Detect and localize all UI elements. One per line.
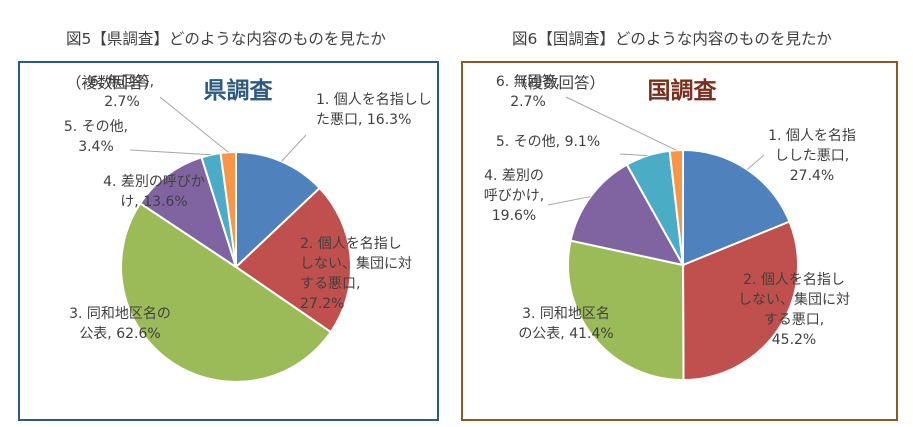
pie-slice-1: [235, 150, 322, 270]
national-survey-panel: [461, 61, 898, 421]
pie-slice-3: [120, 201, 333, 383]
data-label-4: 4. 差別の呼びかけ, 13.6%: [103, 174, 205, 210]
leader-line-1: [281, 134, 307, 162]
pie-slice-4: [138, 156, 238, 270]
pie-slice-3: [567, 239, 685, 382]
chart-title-1: 県調査: [204, 77, 273, 104]
data-label-6: 6. 無回答, 2.7%: [496, 73, 560, 110]
leader-line-4: [547, 196, 591, 206]
figure-5-title-line1: 図5【県調査】どのような内容のものを見たか: [66, 30, 386, 48]
prefecture-survey-panel: [18, 61, 439, 421]
data-label-1: 1. 個人を名指しした悪口, 27.4%: [768, 128, 856, 184]
pie-slice-6: [668, 148, 684, 266]
leader-line-6: [565, 96, 677, 151]
data-label-5: 5. その他, 9.1%: [496, 134, 600, 150]
data-label-3: 3. 同和地区名の公表, 62.6%: [69, 306, 171, 342]
leader-line-5: [619, 153, 648, 157]
figure-5-title-line2: （複数回答）: [66, 74, 160, 92]
figure-5-title: 図5【県調査】どのような内容のものを見たか （複数回答）: [66, 6, 386, 116]
data-label-6: 6. 無回答, 2.7%: [90, 73, 154, 110]
leader-line-6: [159, 96, 229, 153]
pie-chart-2: 1. 個人を名指しした悪口, 27.4% 2. 個人を名指ししない、集団に対する悪口…: [484, 73, 856, 382]
data-label-1: 1. 個人を名指しした悪口, 16.3%: [316, 92, 432, 128]
figure-6-title-line2: （複数回答）: [512, 74, 606, 92]
data-label-5: 5. その他, 3.4%: [64, 119, 128, 155]
pie-slice-4: [569, 163, 685, 267]
pie-slice-6: [219, 150, 237, 268]
leader-line-5: [129, 149, 211, 156]
figure-6-title-line1: 図6【国調査】どのような内容のものを見たか: [512, 30, 832, 48]
chart-title-2: 国調査: [648, 77, 717, 104]
pie-chart-1: 1. 個人を名指しした悪口, 16.3% 2. 個人を名指ししない、集団に対する悪…: [64, 73, 432, 383]
data-label-4: 4. 差別の呼びかけ, 19.6%: [484, 168, 544, 224]
pie-slice-2: [681, 220, 799, 382]
data-label-2: 2. 個人を名指ししない、集団に対する悪口, 27.2%: [300, 236, 412, 312]
pie-slice-2: [234, 186, 352, 334]
figure-6-title: 図6【国調査】どのような内容のものを見たか （複数回答）: [512, 6, 832, 116]
data-label-2: 2. 個人を名指ししない、集団に対する悪口, 45.2%: [738, 272, 850, 348]
data-label-3: 3. 同和地区名の公表, 41.4%: [518, 306, 613, 342]
leader-line-1: [746, 154, 765, 170]
